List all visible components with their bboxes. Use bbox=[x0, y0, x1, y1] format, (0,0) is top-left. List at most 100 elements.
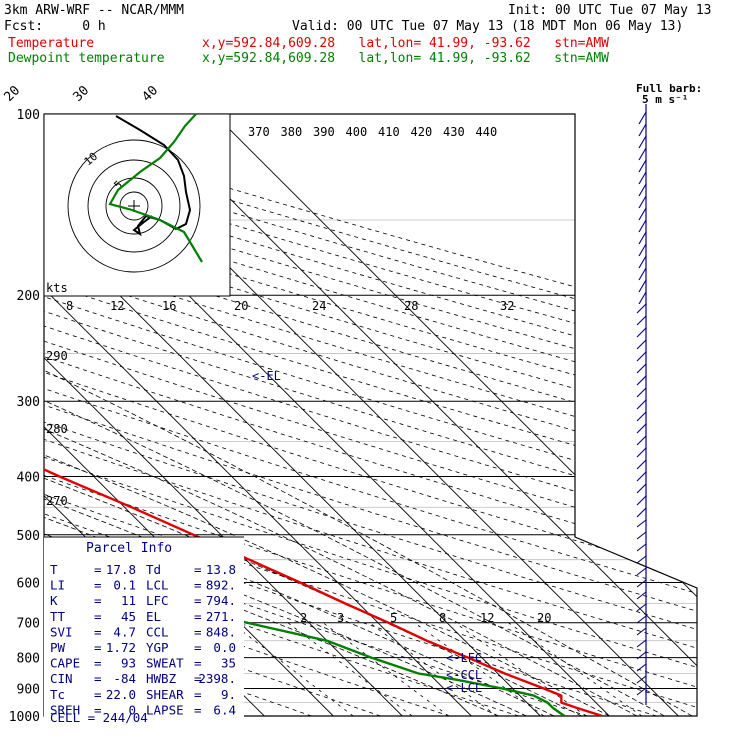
parcel-param-label: T bbox=[50, 562, 58, 577]
wind-barb bbox=[638, 135, 647, 149]
theta-label: 390 bbox=[313, 125, 335, 139]
wind-barb bbox=[636, 591, 647, 600]
parcel-param-value: 0 bbox=[128, 702, 136, 717]
parcel-eq: = bbox=[94, 640, 102, 655]
parcel-param-label: LFC bbox=[146, 593, 169, 608]
parcel-eq: = bbox=[194, 702, 202, 717]
parcel-eq: = bbox=[194, 671, 202, 686]
parcel-param-label: YGP bbox=[146, 640, 169, 655]
parcel-param-label: SWEAT bbox=[146, 656, 184, 671]
wind-barb bbox=[636, 555, 647, 564]
level-marker-el: <-EL bbox=[252, 369, 281, 383]
hodograph-speed-label: 32 bbox=[500, 299, 514, 313]
wind-barb bbox=[636, 483, 647, 494]
parcel-param-value: 17.8 bbox=[106, 562, 136, 577]
wind-barb bbox=[636, 615, 647, 624]
parcel-eq: = bbox=[194, 562, 202, 577]
wind-barb bbox=[636, 519, 647, 528]
parcel-param-value: 4.7 bbox=[113, 624, 136, 639]
pressure-label: 800 bbox=[17, 652, 40, 667]
parcel-param-label: Tc bbox=[50, 687, 65, 702]
parcel-param-value: 794. bbox=[206, 593, 236, 608]
mixing-ratio-label: 12 bbox=[480, 611, 494, 625]
isotherm-label: 40 bbox=[140, 83, 162, 105]
isotherm-line bbox=[213, 114, 697, 716]
parcel-param-value: 45 bbox=[121, 609, 136, 624]
parcel-eq: = bbox=[94, 593, 102, 608]
dry-adiabat bbox=[44, 114, 381, 716]
theta-label: 430 bbox=[443, 125, 465, 139]
moist-adiabat bbox=[44, 294, 638, 716]
parcel-param-value: 22.0 bbox=[106, 687, 136, 702]
pressure-label: 500 bbox=[17, 529, 40, 544]
parcel-param-value: 35 bbox=[221, 656, 236, 671]
dewpoint-location: x,y=592.84,609.28 lat,lon= 41.99, -93.62… bbox=[202, 51, 609, 66]
hodograph-trace bbox=[115, 115, 192, 237]
parcel-param-label: SVI bbox=[50, 624, 73, 639]
forecast-hour: Fcst: 0 h bbox=[4, 19, 106, 34]
parcel-eq: = bbox=[194, 609, 202, 624]
parcel-eq: = bbox=[194, 656, 202, 671]
pressure-label: 400 bbox=[17, 470, 40, 485]
pressure-label: 100 bbox=[17, 108, 40, 123]
wind-barb bbox=[636, 327, 647, 338]
parcel-param-value: 6.4 bbox=[213, 702, 236, 717]
parcel-param-label: K bbox=[50, 593, 58, 608]
isotherm-label: 20 bbox=[2, 83, 24, 105]
parcel-param-label: CIN bbox=[50, 671, 73, 686]
parcel-param-label: LAPSE bbox=[146, 702, 184, 717]
wind-barb bbox=[638, 195, 647, 209]
wind-barb bbox=[636, 543, 647, 552]
init-time: Init: 00 UTC Tue 07 May 13 bbox=[508, 3, 712, 18]
parcel-eq: = bbox=[94, 624, 102, 639]
wind-barb bbox=[638, 267, 647, 281]
parcel-param-value: 93 bbox=[121, 656, 136, 671]
moist-adiabat bbox=[44, 294, 582, 716]
wind-barb bbox=[636, 651, 647, 660]
mixing-ratio-label: 3 bbox=[337, 611, 344, 625]
wind-barb bbox=[638, 255, 647, 269]
wind-barb bbox=[638, 159, 647, 173]
wind-barb bbox=[636, 627, 647, 636]
hodograph-speed-label: 16 bbox=[162, 299, 176, 313]
parcel-eq: = bbox=[94, 609, 102, 624]
wind-barb bbox=[638, 147, 647, 161]
parcel-param-value: 0.0 bbox=[213, 640, 236, 655]
mixing-ratio-line bbox=[322, 622, 449, 716]
mixing-ratio-line bbox=[454, 622, 587, 716]
wind-barb bbox=[636, 447, 647, 458]
wind-barb bbox=[636, 339, 647, 350]
mixing-ratio-label: 20 bbox=[537, 611, 551, 625]
parcel-param-value: 848. bbox=[206, 624, 236, 639]
dry-adiabat bbox=[44, 114, 519, 716]
wind-barb bbox=[636, 471, 647, 482]
wind-barb bbox=[636, 375, 647, 386]
moist-adiabat bbox=[44, 294, 693, 716]
dry-adiabat bbox=[44, 114, 697, 716]
dry-adiabat bbox=[44, 114, 697, 716]
wind-barb bbox=[638, 183, 647, 197]
valid-time: Valid: 00 UTC Tue 07 May 13 (18 MDT Mon … bbox=[292, 19, 684, 34]
wind-barb bbox=[638, 231, 647, 245]
parcel-param-value: 892. bbox=[206, 578, 236, 593]
dewpoint-profile bbox=[44, 114, 566, 716]
mixing-ratio-line bbox=[287, 622, 413, 716]
isotherm-line bbox=[44, 114, 541, 716]
mixing-ratio-label: 5 bbox=[390, 611, 397, 625]
theta-label: 380 bbox=[281, 125, 303, 139]
parcel-box bbox=[44, 537, 244, 717]
dry-adiabat bbox=[44, 114, 697, 716]
dry-adiabat bbox=[44, 114, 697, 716]
hodograph-speed-label: 12 bbox=[110, 299, 124, 313]
dewpoint-trace bbox=[108, 113, 203, 263]
parcel-eq: = bbox=[194, 593, 202, 608]
level-marker-lfc: <-LFC bbox=[446, 651, 482, 665]
parcel-param-value: 13.8 bbox=[206, 562, 236, 577]
wind-barb bbox=[638, 171, 647, 185]
model-title: 3km ARW-WRF -- NCAR/MMM bbox=[4, 3, 185, 18]
parcel-eq: = bbox=[194, 578, 202, 593]
hodograph-speed-label: 8 bbox=[66, 299, 73, 313]
mixing-ratio-label: 8 bbox=[439, 611, 446, 625]
mixing-ratio-line bbox=[230, 622, 354, 716]
